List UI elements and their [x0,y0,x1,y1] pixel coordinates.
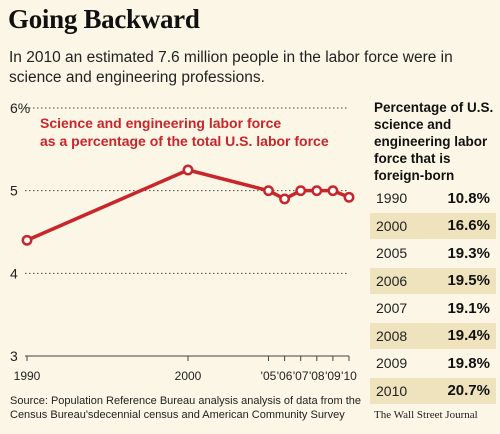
table-percentage: 19.4% [447,327,490,344]
source-note: Source: Population Reference Bureau anal… [10,395,361,421]
table-header: Percentage of U.S. science and engineeri… [374,100,494,183]
table-year: 2006 [376,272,408,289]
chart-title: Going Backward [8,4,200,34]
data-point [263,185,274,197]
y-tick-label: 6% [10,100,30,116]
x-tick-label: '08 [309,369,325,383]
foreign-born-table: 1990 10.8% 2000 16.6% 2005 19.3% 2006 19.5% 2007… [370,185,496,405]
data-point [182,164,194,176]
data-point [343,191,355,203]
table-percentage: 10.8% [447,189,490,207]
table-row: 2009 19.8% [370,350,496,376]
table-row: 2007 19.1% [370,295,496,321]
publisher-credit: The Wall Street Journal [374,409,478,421]
y-tick-label: 3 [10,348,18,364]
table-row: 2000 16.6% [370,212,496,239]
table-year: 2007 [376,300,408,316]
chart-annotation: Science and engineering labor force [40,115,281,131]
table-percentage: 20.7% [447,382,490,399]
table-percentage: 19.3% [447,244,490,262]
series-line [25,168,351,243]
table-percentage: 19.8% [447,354,490,372]
table-row: 2008 19.4% [370,322,496,349]
chart-subtitle: In 2010 an estimated 7.6 million people … [9,49,453,86]
table-year: 2010 [376,382,408,399]
x-tick-label: '05 [261,369,277,383]
data-point [311,185,323,197]
x-tick-label: '07 [293,369,309,383]
table-year: 2005 [376,245,408,261]
table-year: 2008 [376,327,408,344]
data-point [295,185,307,197]
table-row: 2010 20.7% [370,377,496,404]
table-year: 1990 [376,190,408,206]
table-percentage: 19.5% [447,272,490,289]
x-tick-label: 2000 [175,369,202,383]
table-year: 2009 [376,355,408,371]
data-point [327,185,339,197]
data-point [279,193,291,205]
x-tick-label: 1990 [14,369,41,383]
x-tick-label: '06 [277,369,293,383]
chart-annotation: as a percentage of the total U.S. labor … [40,133,329,149]
table-percentage: 19.1% [447,299,490,317]
table-year: 2000 [376,217,408,234]
x-tick-label: '10 [341,369,357,383]
y-tick-label: 4 [10,265,18,281]
data-point [21,234,33,246]
x-tick-label: '09 [325,369,341,383]
table-row: 1990 10.8% [370,185,496,211]
y-tick-label: 5 [10,183,18,199]
table-percentage: 16.6% [447,217,490,234]
table-row: 2006 19.5% [370,267,496,294]
table-row: 2005 19.3% [370,240,496,266]
